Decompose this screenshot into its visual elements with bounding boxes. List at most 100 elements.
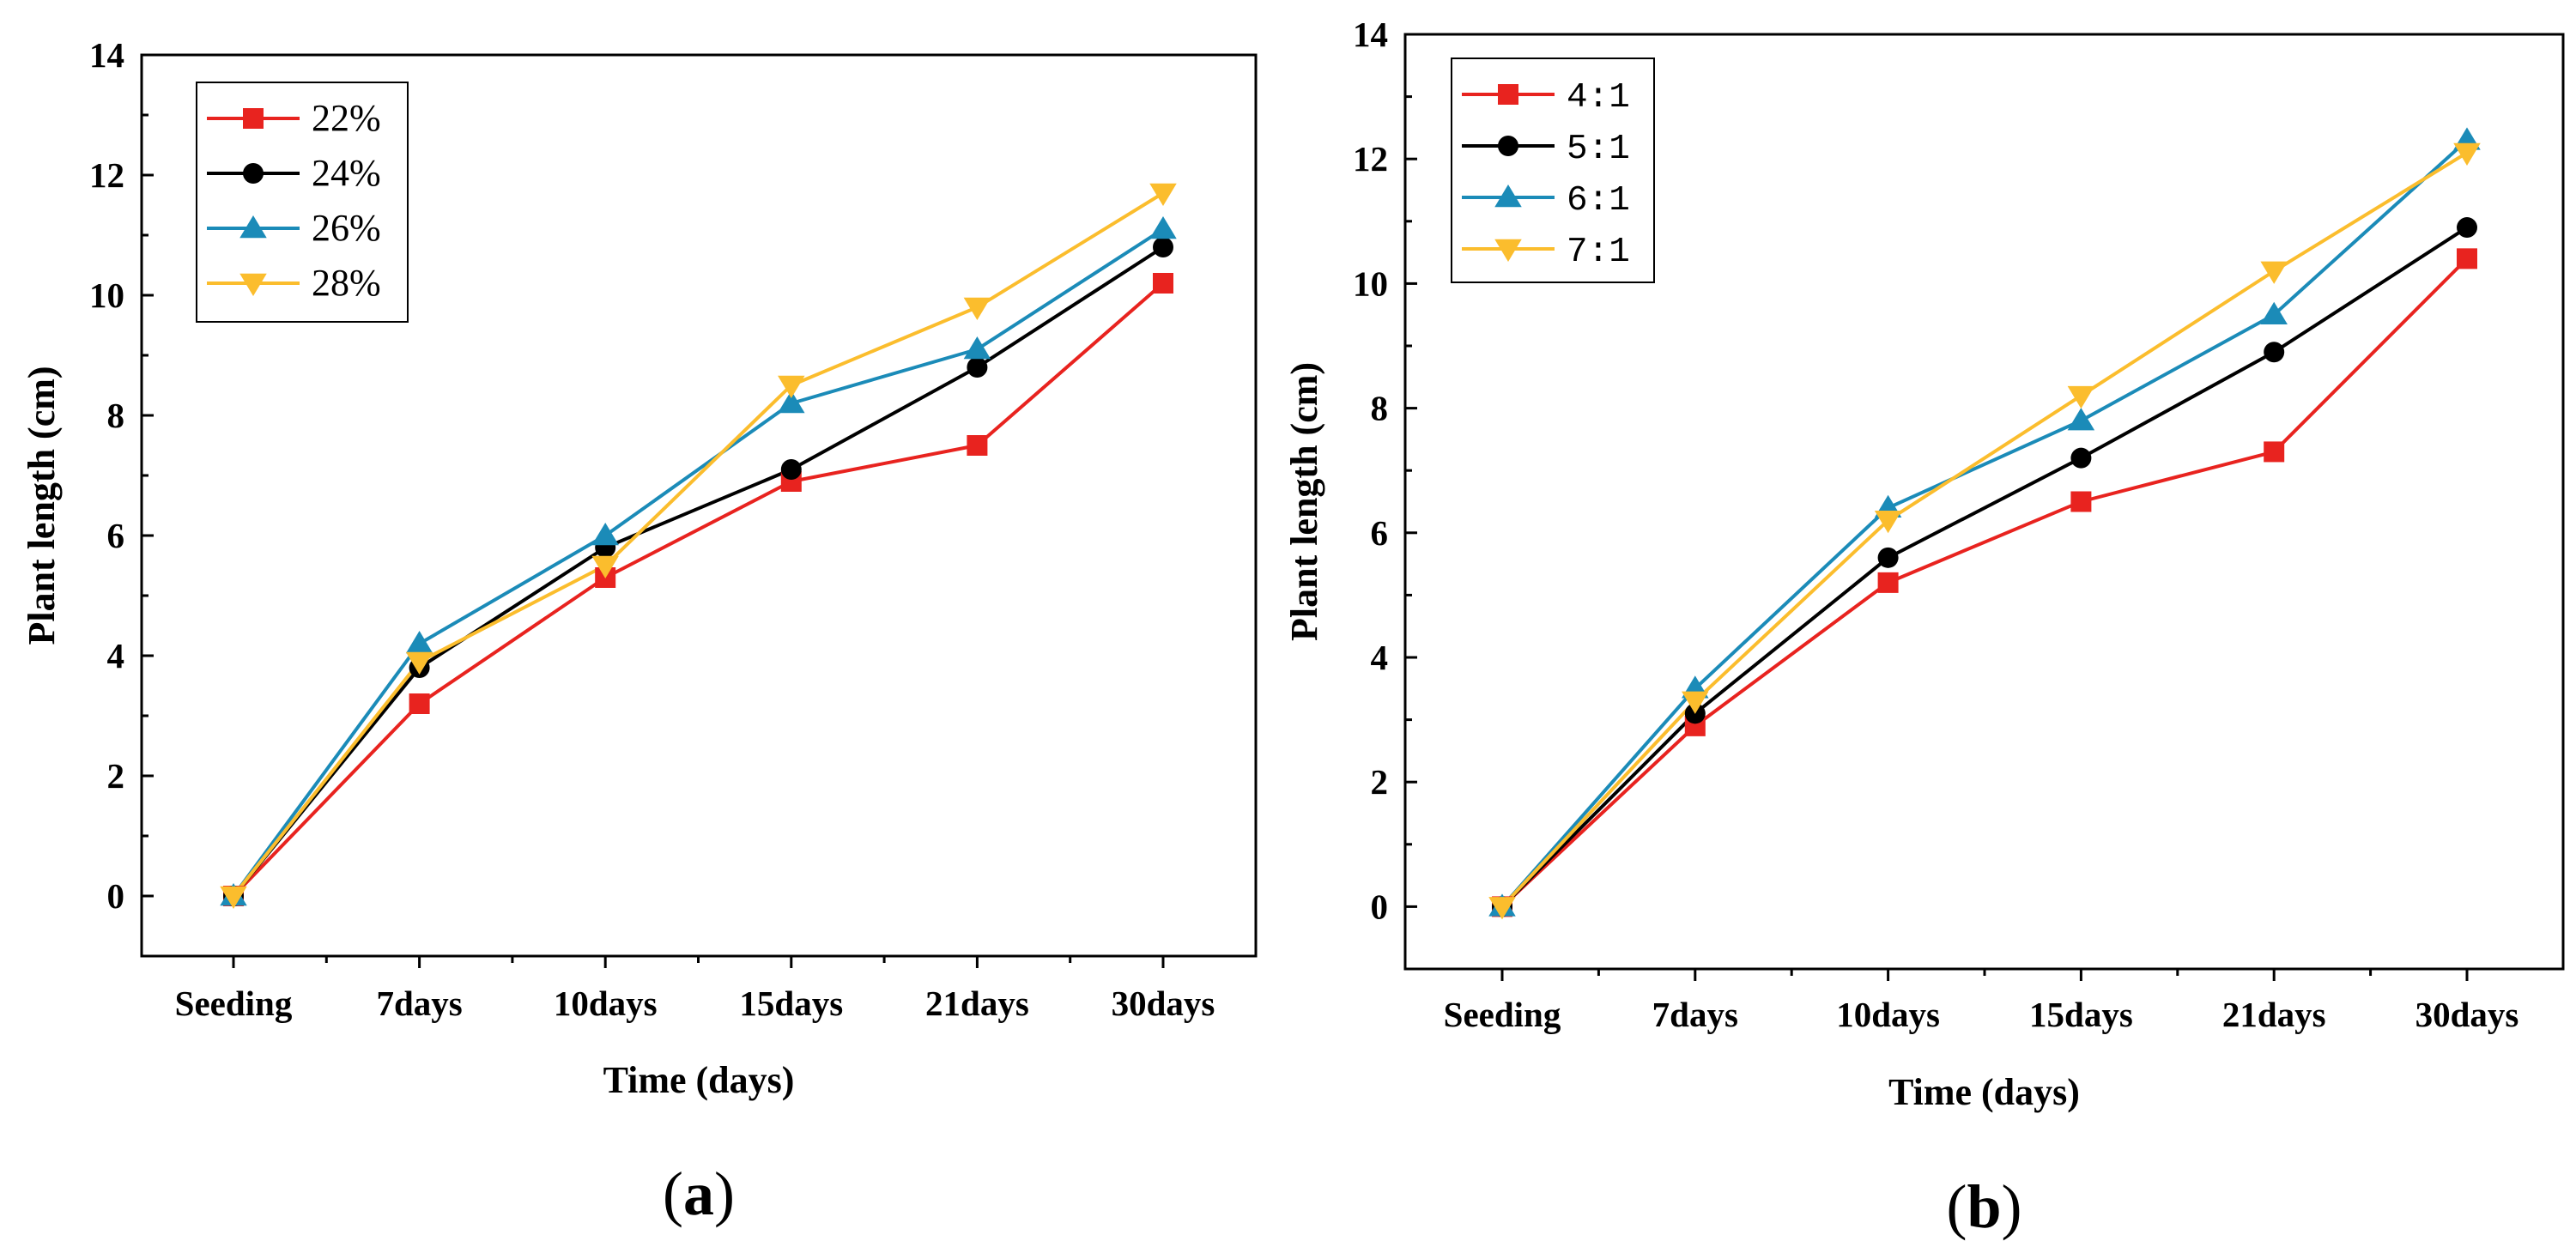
marker-circle — [1877, 547, 1899, 568]
legend-item: 28% — [207, 262, 381, 304]
marker-triangle-up — [963, 336, 991, 360]
x-tick-label: 7days — [376, 984, 462, 1023]
y-tick-label: 10 — [89, 275, 124, 315]
marker-square — [409, 693, 430, 714]
series-markers-5:1 — [1492, 217, 2477, 917]
y-tick-label: 2 — [107, 756, 125, 796]
marker-triangle-down — [1874, 511, 1902, 534]
marker-triangle-down — [778, 375, 805, 398]
legend: 4:1 5:1 6:1 7:1 — [1451, 58, 1655, 283]
marker-square — [243, 108, 264, 129]
marker-circle — [2070, 447, 2092, 469]
marker-circle — [967, 357, 988, 378]
chart-panel-b: 0 2 4 6 8 10 12 14 Seeding 7days 10days 15days 21day… — [1283, 15, 2565, 1241]
series-line — [232, 245, 1165, 898]
series-markers-24% — [223, 237, 1173, 906]
marker-triangle-up — [405, 631, 433, 654]
y-tick-label: 2 — [1371, 762, 1389, 802]
marker-triangle-down — [1494, 239, 1522, 262]
y-tick-label: 12 — [1353, 139, 1388, 179]
marker-triangle-up — [778, 390, 805, 414]
y-axis-title: Plant length (cm) — [1283, 362, 1325, 641]
marker-circle — [1153, 237, 1173, 257]
x-axis-title: Time (days) — [1888, 1071, 2080, 1113]
marker-triangle-up — [239, 215, 267, 239]
marker-square — [1153, 273, 1173, 294]
series-markers-4:1 — [1492, 248, 2477, 917]
series-line — [1500, 151, 2469, 908]
panel-label-close: ) — [2002, 1172, 2022, 1241]
y-tick-label: 6 — [1371, 513, 1389, 553]
chart-panel-a: 0 2 4 6 8 10 12 14 Seeding 7days 10days 15days 21day… — [21, 35, 1258, 1228]
marker-square — [2457, 248, 2477, 269]
x-axis: Seeding 7days 10days 15days 21days 30days — [1444, 969, 2519, 1034]
x-tick-label: 21days — [925, 984, 1029, 1023]
panel-label: (b) — [1946, 1172, 2021, 1241]
legend-label: 4:1 — [1567, 78, 1630, 118]
x-axis-title: Time (days) — [603, 1059, 795, 1101]
y-tick-label: 10 — [1353, 263, 1388, 303]
legend-item: 26% — [207, 207, 381, 249]
legend-item: 4:1 — [1462, 78, 1630, 118]
marker-triangle-up — [2067, 408, 2095, 431]
x-tick-label: 21days — [2222, 995, 2326, 1034]
legend-item: 6:1 — [1462, 181, 1630, 221]
legend: 22% 24% 26% 28% — [196, 82, 409, 323]
panel-label-open: ( — [1946, 1172, 1967, 1241]
series-4:1 — [1500, 257, 2469, 908]
marker-square — [1877, 572, 1899, 593]
marker-triangle-up — [591, 523, 619, 546]
marker-square — [1498, 84, 1518, 105]
series-line — [232, 191, 1165, 898]
y-tick-label: 8 — [107, 396, 125, 435]
marker-circle — [2457, 217, 2477, 239]
legend-item: 22% — [207, 97, 381, 139]
legend-label: 22% — [312, 97, 381, 139]
series-line — [232, 281, 1165, 898]
x-tick-label: Seeding — [1444, 995, 1561, 1034]
marker-triangle-down — [591, 555, 619, 578]
legend-label: 5:1 — [1567, 130, 1630, 169]
y-axis: 0 2 4 6 8 10 12 14 — [89, 35, 154, 916]
y-tick-label: 4 — [1371, 638, 1389, 677]
marker-square — [2264, 441, 2285, 463]
legend-item: 24% — [207, 152, 381, 194]
x-tick-label: 10days — [1836, 995, 1940, 1034]
marker-triangle-down — [2453, 142, 2481, 166]
marker-square — [967, 435, 988, 456]
y-tick-label: 4 — [107, 636, 125, 675]
panel-label: (a) — [663, 1159, 735, 1228]
series-24% — [232, 245, 1165, 898]
legend-item: 5:1 — [1462, 130, 1630, 169]
series-markers-22% — [223, 273, 1173, 906]
series-5:1 — [1500, 226, 2469, 908]
marker-circle — [1498, 136, 1518, 156]
marker-triangle-down — [963, 297, 991, 320]
x-tick-label: 30days — [2415, 995, 2519, 1034]
y-tick-label: 8 — [1371, 389, 1389, 428]
y-tick-label: 14 — [89, 35, 124, 75]
marker-triangle-down — [220, 886, 247, 909]
x-tick-label: 30days — [1112, 984, 1215, 1023]
marker-triangle-down — [1149, 183, 1177, 206]
series-line — [1500, 138, 2469, 908]
x-tick-label: 15days — [2029, 995, 2133, 1034]
legend-label: 7:1 — [1567, 233, 1630, 272]
x-tick-label: 10days — [554, 984, 658, 1023]
legend-label: 28% — [312, 262, 381, 304]
legend-item: 7:1 — [1462, 233, 1630, 272]
y-tick-label: 12 — [89, 155, 124, 195]
marker-triangle-down — [2067, 385, 2095, 409]
y-axis-title: Plant length (cm) — [21, 366, 63, 645]
legend-label: 6:1 — [1567, 181, 1630, 221]
x-tick-label: 7days — [1652, 995, 1738, 1034]
marker-triangle-up — [1494, 185, 1522, 208]
series-line — [1500, 257, 2469, 908]
panel-label-close: ) — [714, 1159, 735, 1228]
panel-label-letter: b — [1967, 1172, 2001, 1241]
series-26% — [232, 227, 1165, 898]
legend-label: 24% — [312, 152, 381, 194]
series-7:1 — [1500, 151, 2469, 908]
panel-label-letter: a — [683, 1159, 714, 1228]
